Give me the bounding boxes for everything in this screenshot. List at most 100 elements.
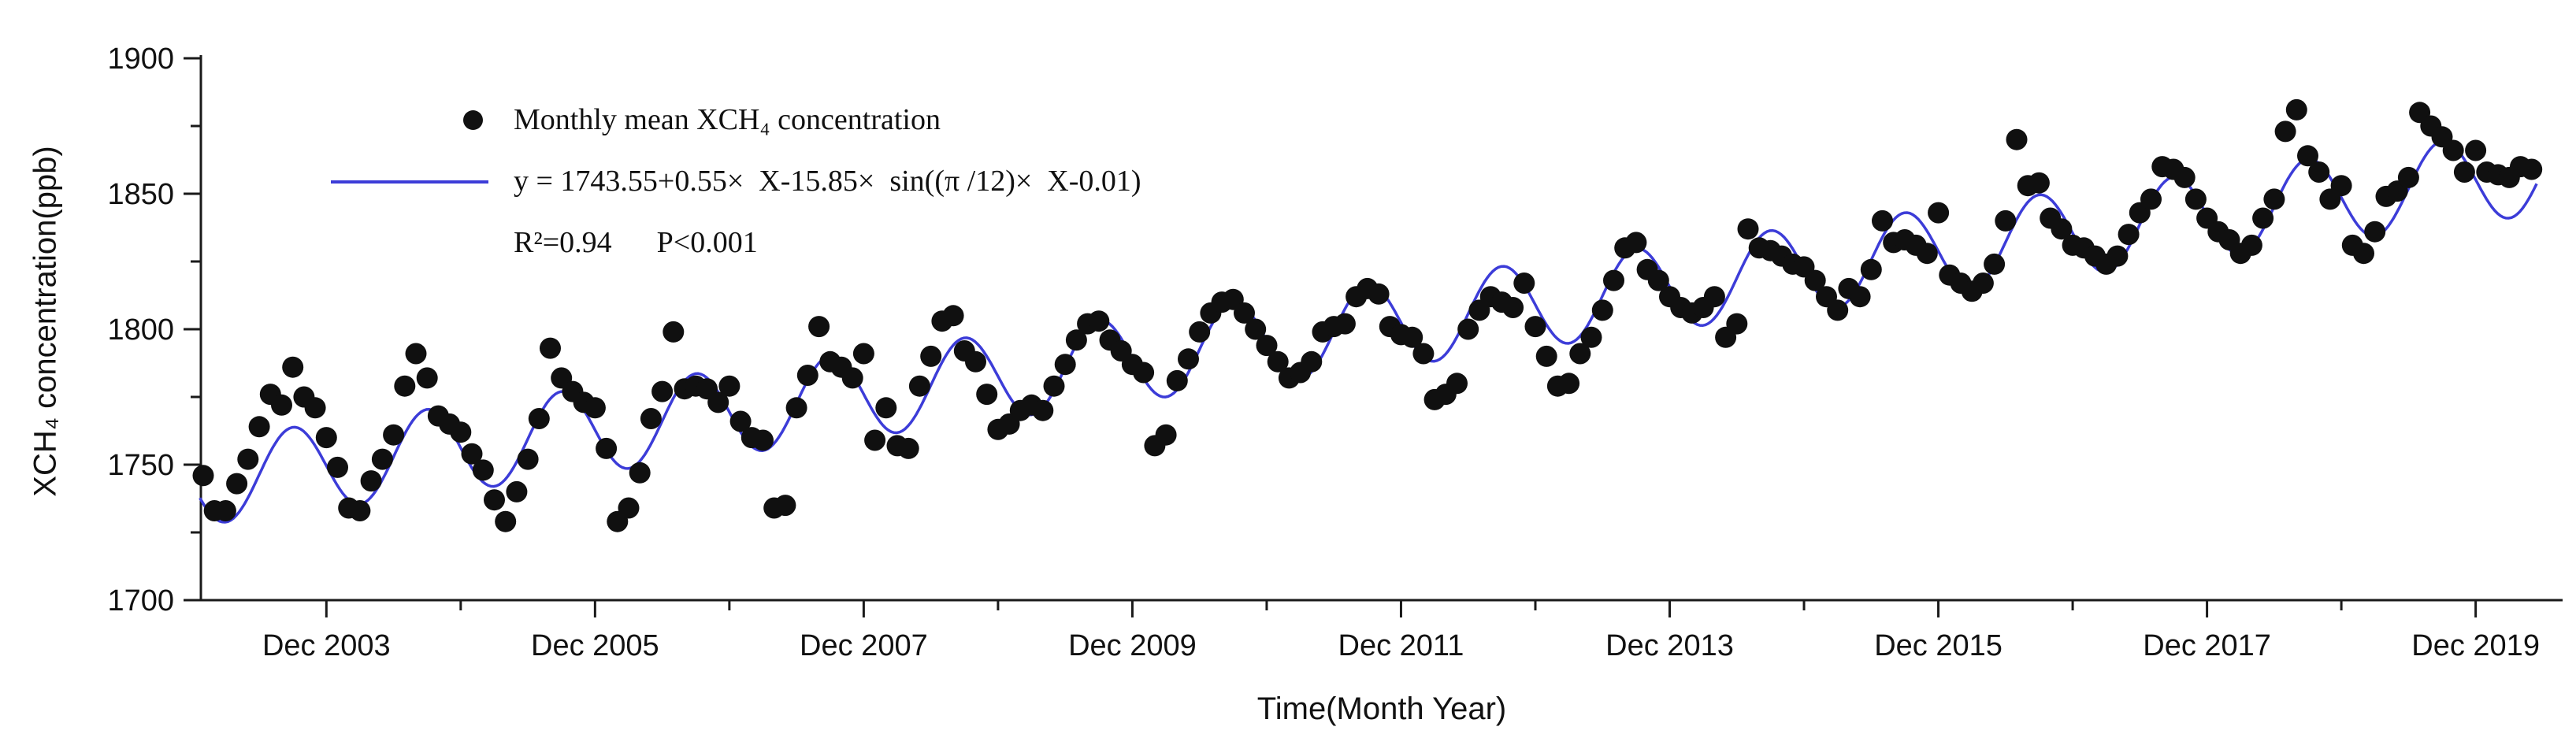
data-point bbox=[965, 350, 986, 373]
data-point bbox=[349, 500, 371, 521]
data-point bbox=[1703, 286, 1725, 308]
data-point bbox=[1524, 316, 1546, 338]
data-point bbox=[1558, 373, 1580, 395]
data-point bbox=[1401, 326, 1423, 348]
legend-series-label: Monthly mean XCH₄ concentration bbox=[514, 103, 941, 136]
data-point bbox=[908, 375, 930, 397]
data-point bbox=[1513, 273, 1535, 294]
data-point bbox=[1860, 258, 1882, 280]
y-axis-tick-label: 1700 bbox=[107, 584, 174, 617]
data-point bbox=[729, 410, 752, 432]
data-point bbox=[718, 375, 741, 397]
y-axis-title: XCH₄ concentration(ppb) bbox=[28, 146, 63, 497]
data-point bbox=[315, 427, 337, 449]
data-point bbox=[2297, 145, 2318, 167]
data-point bbox=[472, 459, 494, 481]
data-point bbox=[841, 367, 863, 389]
data-point bbox=[2308, 161, 2330, 183]
data-point bbox=[1334, 313, 1356, 335]
data-point bbox=[1580, 326, 1602, 348]
data-point bbox=[2453, 161, 2475, 183]
data-point bbox=[596, 437, 618, 459]
data-point bbox=[618, 497, 640, 519]
data-point bbox=[785, 397, 807, 419]
data-point bbox=[2106, 245, 2129, 267]
y-axis-tick-label: 1900 bbox=[107, 43, 174, 76]
data-point bbox=[1804, 269, 1826, 291]
data-point bbox=[2521, 158, 2543, 180]
data-point bbox=[752, 429, 774, 451]
data-point bbox=[707, 391, 729, 413]
data-point bbox=[517, 448, 539, 470]
data-point bbox=[2184, 188, 2207, 210]
legend-fit-equation: y = 1743.55+0.55× X-15.85× sin((π /12)× … bbox=[514, 165, 1141, 198]
data-point bbox=[1256, 335, 1278, 357]
data-point bbox=[461, 443, 483, 465]
data-point bbox=[1301, 350, 1323, 373]
x-axis-tick-label: Dec 2019 bbox=[2411, 629, 2540, 662]
data-point bbox=[226, 473, 248, 495]
data-point bbox=[1726, 313, 1748, 335]
data-point bbox=[976, 384, 998, 406]
data-point bbox=[1535, 345, 1557, 367]
data-point bbox=[796, 365, 818, 386]
data-point bbox=[2051, 218, 2073, 240]
data-point bbox=[1178, 348, 1199, 370]
data-point bbox=[1591, 299, 1613, 321]
data-point bbox=[1088, 310, 1110, 332]
data-point bbox=[1457, 318, 1479, 340]
data-point bbox=[1032, 399, 1054, 421]
x-axis-tick-label: Dec 2009 bbox=[1068, 629, 1197, 662]
data-point bbox=[237, 448, 259, 470]
data-point bbox=[506, 480, 528, 502]
y-axis-tick-label: 1800 bbox=[107, 313, 174, 347]
data-point bbox=[1737, 218, 1759, 240]
data-point bbox=[1916, 243, 1938, 265]
data-point bbox=[2285, 98, 2307, 121]
data-point bbox=[651, 380, 674, 402]
data-point bbox=[584, 397, 606, 419]
data-point bbox=[271, 394, 292, 416]
data-point bbox=[1166, 369, 1188, 391]
data-point bbox=[528, 408, 550, 429]
data-point bbox=[1065, 329, 1087, 351]
data-point bbox=[1245, 318, 1267, 340]
data-point bbox=[2330, 175, 2352, 197]
y-axis-tick-label: 1750 bbox=[107, 449, 174, 482]
data-point bbox=[1569, 343, 1591, 365]
data-point bbox=[2173, 166, 2196, 188]
data-point bbox=[942, 305, 964, 327]
data-point bbox=[484, 489, 505, 511]
data-point bbox=[2252, 207, 2274, 229]
data-point bbox=[416, 367, 438, 389]
legend-fit-line-sample bbox=[331, 180, 488, 184]
data-point bbox=[2397, 166, 2419, 188]
data-point bbox=[214, 500, 236, 521]
data-point bbox=[383, 424, 405, 446]
data-point bbox=[1625, 232, 1647, 254]
data-point bbox=[1133, 362, 1155, 384]
data-point bbox=[852, 343, 874, 365]
data-point bbox=[2118, 224, 2140, 246]
data-point bbox=[192, 465, 214, 487]
data-point bbox=[1872, 209, 1893, 232]
data-point bbox=[2028, 172, 2050, 194]
x-axis-title: Time(Month Year) bbox=[1256, 692, 1507, 726]
x-axis-tick-label: Dec 2013 bbox=[1605, 629, 1734, 662]
data-point bbox=[450, 421, 472, 443]
data-point bbox=[304, 397, 326, 419]
data-point bbox=[1827, 299, 1849, 321]
data-point bbox=[1647, 269, 1669, 291]
data-point bbox=[2006, 128, 2028, 150]
data-point bbox=[282, 356, 304, 378]
data-point bbox=[2240, 234, 2262, 256]
data-point bbox=[1603, 269, 1624, 291]
data-point bbox=[629, 462, 651, 484]
data-point bbox=[2353, 243, 2374, 265]
data-point bbox=[774, 495, 796, 517]
data-point bbox=[371, 448, 393, 470]
data-point bbox=[1234, 302, 1255, 324]
data-point bbox=[864, 429, 886, 451]
